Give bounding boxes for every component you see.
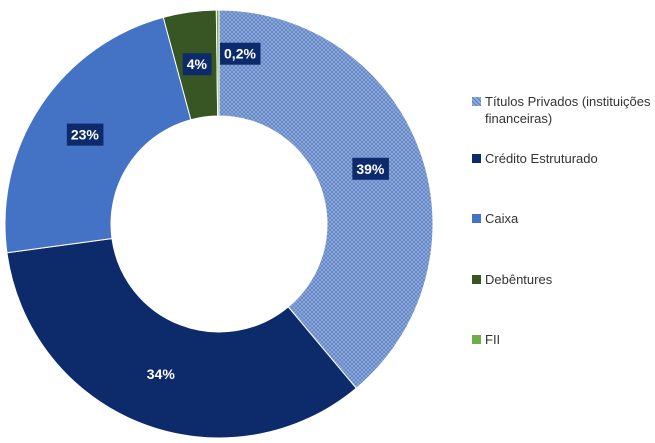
legend-swatch [472, 214, 481, 223]
legend-item: FII [472, 331, 655, 348]
data-label: 0,2% [224, 46, 256, 62]
legend-label: Crédito Estruturado [485, 151, 598, 166]
legend-label: Debêntures [485, 272, 553, 287]
donut-slice [6, 237, 357, 439]
legend-item: Caixa [472, 210, 655, 227]
legend-label: Caixa [485, 211, 519, 226]
data-label-box [182, 53, 212, 76]
donut-slice [215, 9, 220, 117]
donut-slice [218, 9, 434, 389]
legend-label: Títulos Privados (instituições financeir… [485, 94, 651, 126]
legend-swatch [472, 335, 481, 344]
legend-swatch [472, 154, 481, 163]
legend-item: Crédito Estruturado [472, 150, 655, 167]
legend-item: Debêntures [472, 271, 655, 288]
legend-swatch [472, 97, 481, 106]
legend-swatch [472, 275, 481, 284]
data-label: 4% [187, 56, 208, 72]
data-label: 34% [147, 366, 176, 382]
data-label-box [142, 362, 180, 385]
data-label-box [352, 157, 389, 180]
data-label: 39% [356, 161, 385, 177]
legend-item: Títulos Privados (instituições financeir… [472, 93, 655, 127]
data-label-box [66, 123, 104, 146]
data-label: 23% [71, 127, 100, 143]
data-label-box [220, 42, 261, 65]
legend-label: FII [485, 332, 501, 347]
